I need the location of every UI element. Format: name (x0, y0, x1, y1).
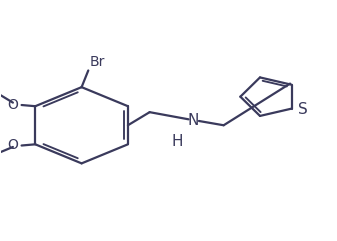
Text: H: H (172, 134, 183, 149)
Text: O: O (7, 98, 18, 112)
Text: Br: Br (90, 54, 105, 69)
Text: O: O (7, 138, 18, 152)
Text: S: S (298, 102, 308, 117)
Text: N: N (188, 113, 199, 128)
